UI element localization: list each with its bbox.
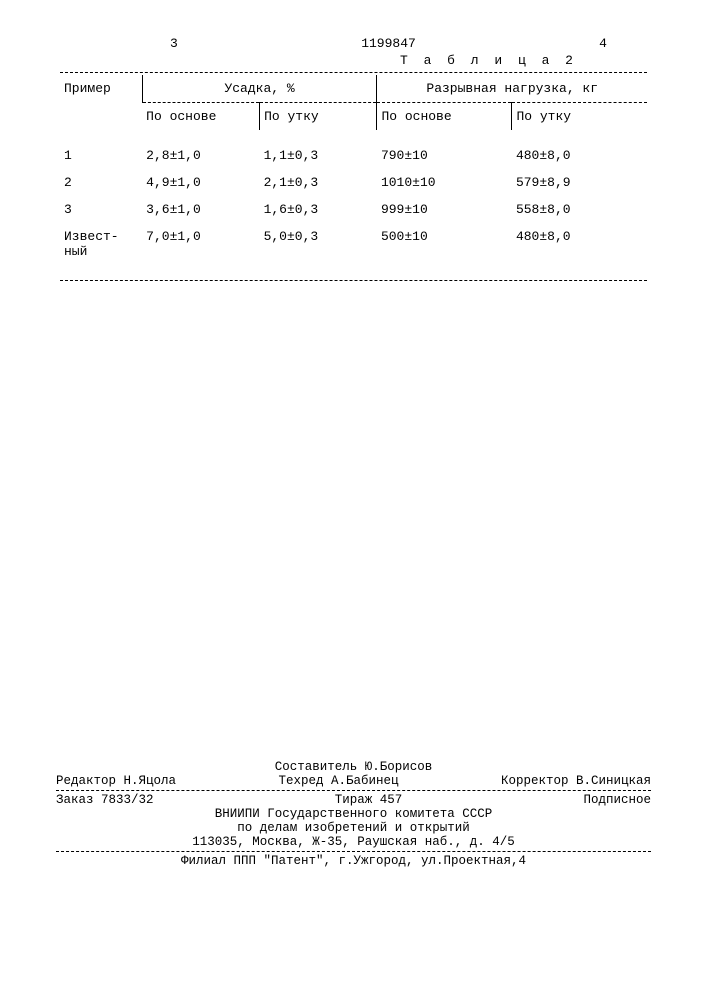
footer-podpisnoe: Подписное [583,793,651,807]
col-header-po-osnove-2: По основе [377,103,512,131]
cell: 790±10 [377,142,512,169]
table-header-row-1: Пример Усадка, % Разрывная нагрузка, кг [60,75,647,103]
footer-block: Составитель Ю.Борисов Редактор Н.Яцола Т… [56,760,651,868]
cell: 2,1±0,3 [260,169,377,196]
footer-editor: Редактор Н.Яцола [56,774,176,788]
footer-compiler: Составитель Ю.Борисов [56,760,651,774]
col-header-razryv: Разрывная нагрузка, кг [377,75,647,103]
col-header-usadka: Усадка, % [142,75,377,103]
table-row: 1 2,8±1,0 1,1±0,3 790±10 480±8,0 [60,142,647,169]
cell: 480±8,0 [512,223,647,265]
footer-org-2: по делам изобретений и открытий [56,821,651,835]
page-number-left: 3 [170,36,178,51]
row-label: 3 [60,196,142,223]
cell: 4,9±1,0 [142,169,259,196]
col-header-primer: Пример [60,75,142,130]
table-row: 3 3,6±1,0 1,6±0,3 999±10 558±8,0 [60,196,647,223]
cell: 480±8,0 [512,142,647,169]
footer-addr-1: 113035, Москва, Ж-35, Раушская наб., д. … [56,835,651,849]
table-rule-top [60,72,647,73]
col-header-po-osnove-1: По основе [142,103,259,131]
col-header-po-utku-1: По утку [260,103,377,131]
footer-corrector: Корректор В.Синицкая [501,774,651,788]
table-row: 2 4,9±1,0 2,1±0,3 1010±10 579±8,9 [60,169,647,196]
cell: 500±10 [377,223,512,265]
cell: 1,6±0,3 [260,196,377,223]
table-header-row-2: По основе По утку По основе По утку [60,103,647,131]
footer-rule-1 [56,790,651,791]
table-rule-mid [60,130,647,142]
cell: 1010±10 [377,169,512,196]
row-label: 2 [60,169,142,196]
col-header-po-utku-2: По утку [512,103,647,131]
row-label: Извест- ный [60,223,142,265]
footer-tirazh: Тираж 457 [335,793,403,807]
cell: 999±10 [377,196,512,223]
table-caption: Т а б л и ц а 2 [60,53,647,68]
cell: 2,8±1,0 [142,142,259,169]
page-number-right: 4 [599,36,607,51]
table-row: Извест- ный 7,0±1,0 5,0±0,3 500±10 480±8… [60,223,647,265]
cell: 1,1±0,3 [260,142,377,169]
cell: 5,0±0,3 [260,223,377,265]
data-table: Пример Усадка, % Разрывная нагрузка, кг … [60,75,647,265]
cell: 579±8,9 [512,169,647,196]
footer-tehred: Техред А.Бабинец [278,774,398,788]
footer-filial: Филиал ППП "Патент", г.Ужгород, ул.Проек… [56,854,651,868]
cell: 7,0±1,0 [142,223,259,265]
footer-rule-2 [56,851,651,852]
document-number: 1199847 [361,36,416,51]
footer-order: Заказ 7833/32 [56,793,154,807]
table-rule-bottom [60,280,647,281]
row-label: 1 [60,142,142,169]
cell: 558±8,0 [512,196,647,223]
footer-org-1: ВНИИПИ Государственного комитета СССР [56,807,651,821]
cell: 3,6±1,0 [142,196,259,223]
